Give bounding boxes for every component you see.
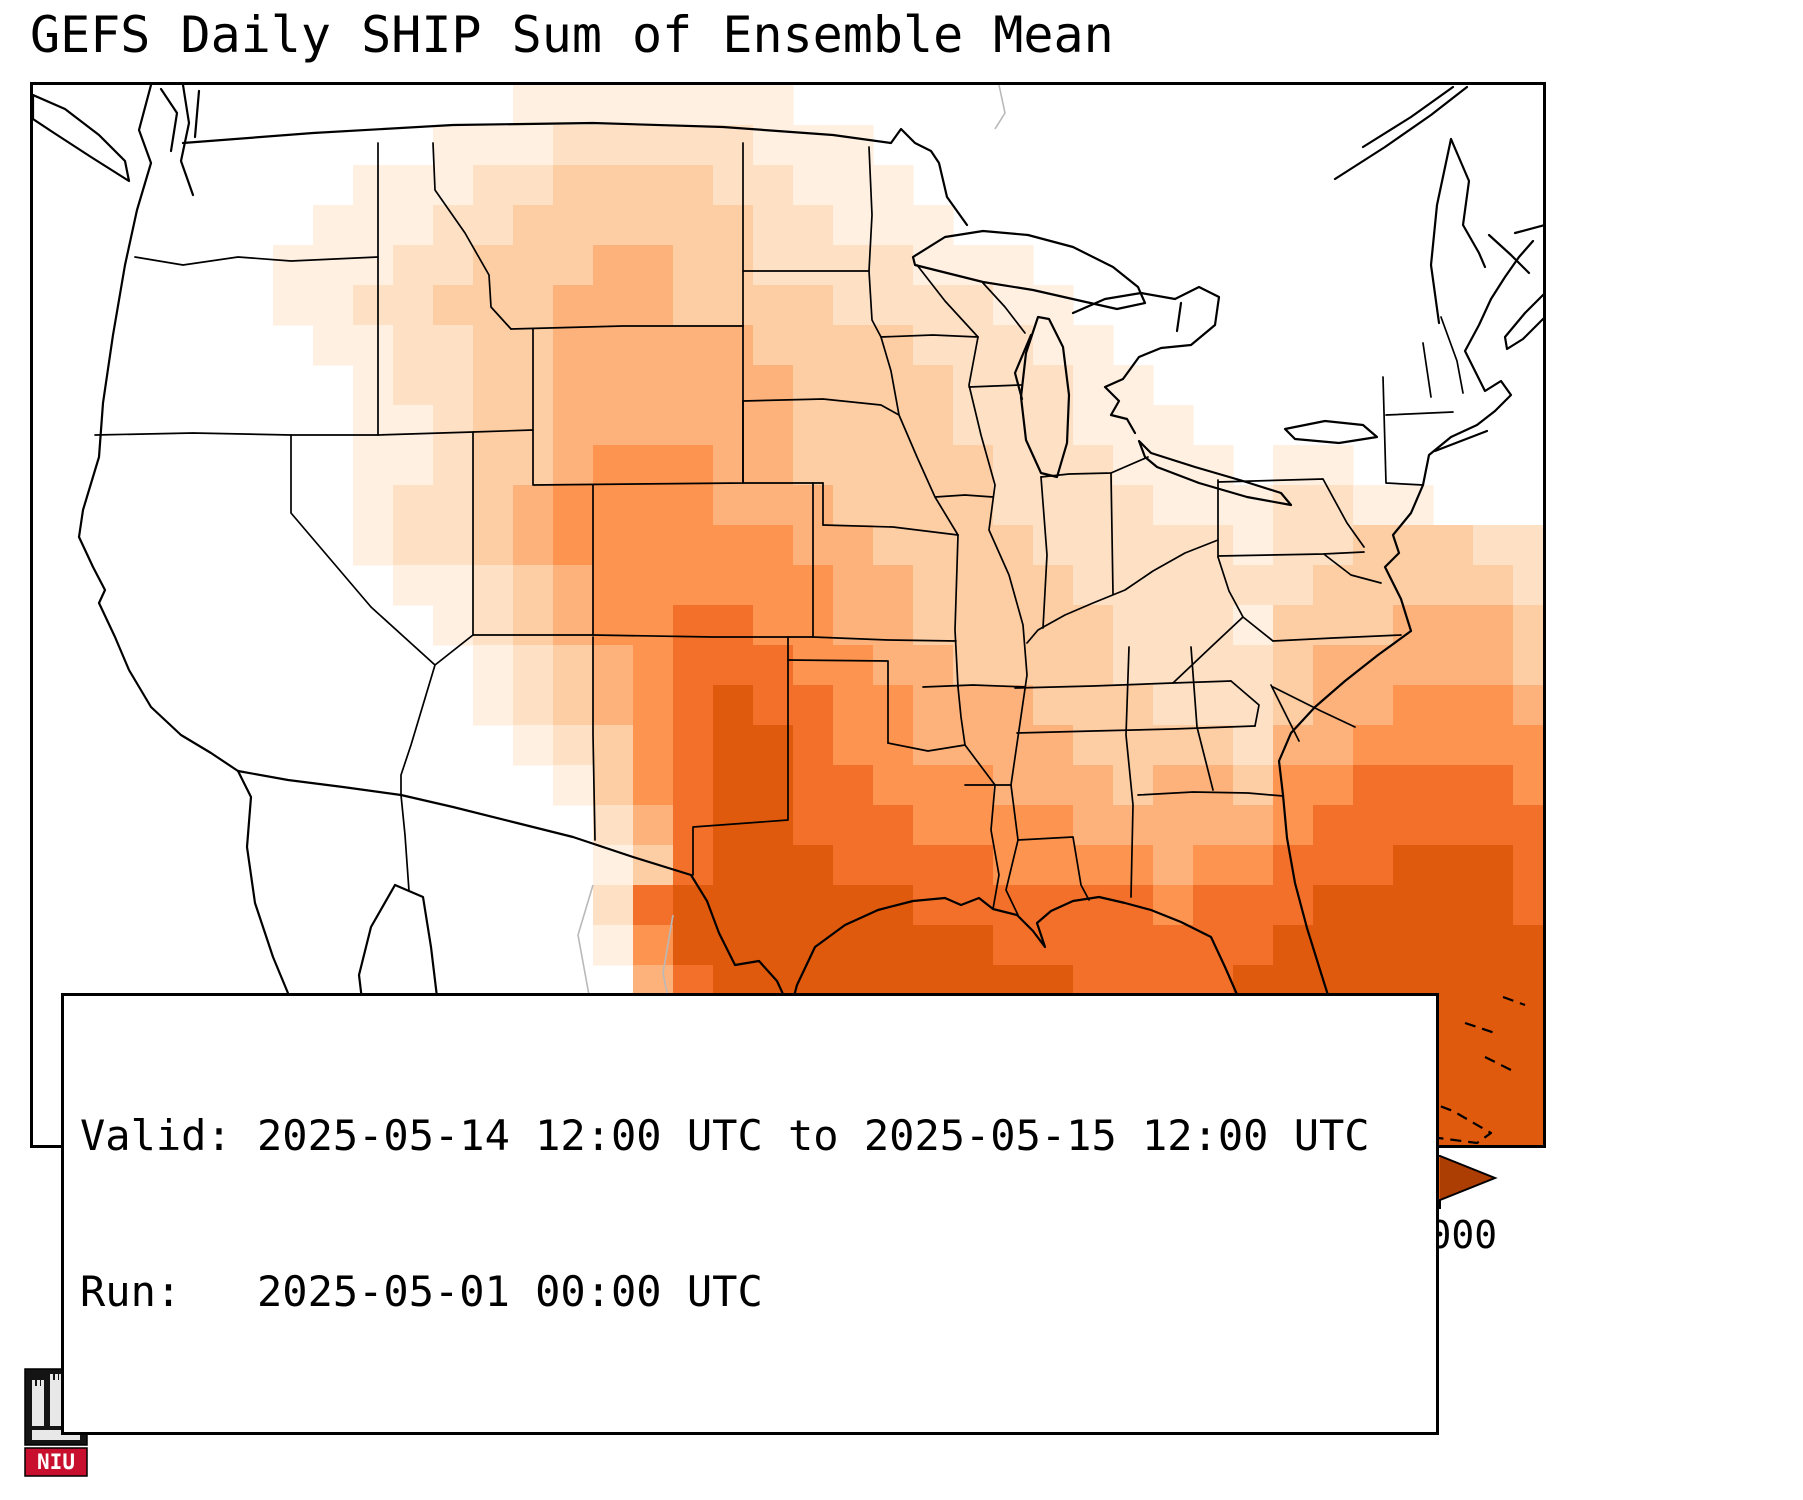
va-wv-ky xyxy=(1172,556,1274,684)
missouri-river xyxy=(880,336,959,536)
mt-south xyxy=(510,325,744,330)
puget-sound xyxy=(159,85,201,197)
tn-nc xyxy=(1230,680,1260,727)
st-lawrence xyxy=(1333,85,1469,181)
map-svg xyxy=(33,85,1543,1145)
al-ms xyxy=(1125,646,1134,898)
mo-west xyxy=(954,534,959,688)
info-box: Valid: 2025-05-14 12:00 UTC to 2025-05-1… xyxy=(61,993,1439,1435)
new-england xyxy=(1385,316,1464,416)
ohio-river xyxy=(1026,539,1219,644)
georgian-bay xyxy=(1175,301,1183,333)
state-borders xyxy=(94,142,1464,916)
lat42 xyxy=(94,429,534,436)
ca-nv-az xyxy=(290,434,474,892)
md-va xyxy=(1324,554,1382,584)
mi-up-wi xyxy=(982,282,1026,334)
mn-ia xyxy=(880,334,979,338)
mo-south xyxy=(922,684,1026,688)
canada-border xyxy=(181,121,969,227)
gulf-atlantic-coast xyxy=(783,239,1535,1075)
tn-south xyxy=(1016,725,1256,734)
ks-north xyxy=(822,524,959,536)
bay-of-fundy xyxy=(1487,233,1531,275)
vancouver-island xyxy=(33,93,131,183)
ky-tn xyxy=(1014,680,1232,689)
va-nc xyxy=(1272,634,1402,642)
sd-ne xyxy=(742,398,900,416)
mexico-border-rio-grande xyxy=(236,769,790,1032)
bahamas xyxy=(1464,995,1526,1072)
map-frame: Valid: 2025-05-14 12:00 UTC to 2025-05-1… xyxy=(30,82,1546,1435)
fl-north xyxy=(1137,791,1284,797)
lake-erie xyxy=(1137,439,1293,507)
page-title: GEFS Daily SHIP Sum of Ensemble Mean xyxy=(30,6,1114,64)
mn-wi xyxy=(916,264,979,338)
heatmap-layer xyxy=(273,85,1543,1145)
nc-sc xyxy=(1272,686,1356,728)
ok-east xyxy=(957,686,966,746)
la-ms xyxy=(1017,836,1090,901)
wa-or xyxy=(134,256,379,266)
sc-ga xyxy=(1270,684,1300,742)
run-text: Run: 2025-05-01 00:00 UTC xyxy=(80,1267,763,1316)
nova-scotia xyxy=(1503,293,1543,351)
canada-lake-line xyxy=(994,85,1006,130)
ga-al xyxy=(1190,646,1214,791)
ok-panhandle xyxy=(787,659,889,744)
mi-south xyxy=(1040,456,1149,478)
pacific-coast xyxy=(77,85,240,773)
logo-banner xyxy=(24,1447,88,1477)
great-lakes xyxy=(911,229,1379,507)
long-island xyxy=(1433,429,1489,453)
lat37 xyxy=(472,634,957,642)
green-bay xyxy=(1013,333,1033,401)
mn-west xyxy=(868,146,882,338)
maine-border xyxy=(1429,137,1487,325)
ia-mo xyxy=(934,494,994,498)
ny-east xyxy=(1382,376,1424,486)
lake-ontario xyxy=(1283,419,1379,445)
pa-box xyxy=(1217,478,1365,558)
logo-text: NIU xyxy=(37,1450,75,1474)
tx-la-sabine xyxy=(990,784,1000,910)
az-nm xyxy=(592,636,596,841)
wi-il xyxy=(968,384,1022,388)
id-mt xyxy=(432,142,512,330)
lake-superior xyxy=(911,229,1147,311)
co-verticals xyxy=(592,482,814,638)
ne-west xyxy=(742,400,824,526)
prince-edward-island xyxy=(1513,224,1543,235)
in-oh xyxy=(1110,472,1114,595)
lake-huron xyxy=(1071,285,1221,435)
red-river xyxy=(887,742,996,786)
nm-tx xyxy=(692,636,789,876)
il-in xyxy=(1040,476,1048,629)
lake-michigan xyxy=(1019,315,1071,479)
valid-text: Valid: 2025-05-14 12:00 UTC to 2025-05-1… xyxy=(80,1111,1370,1160)
